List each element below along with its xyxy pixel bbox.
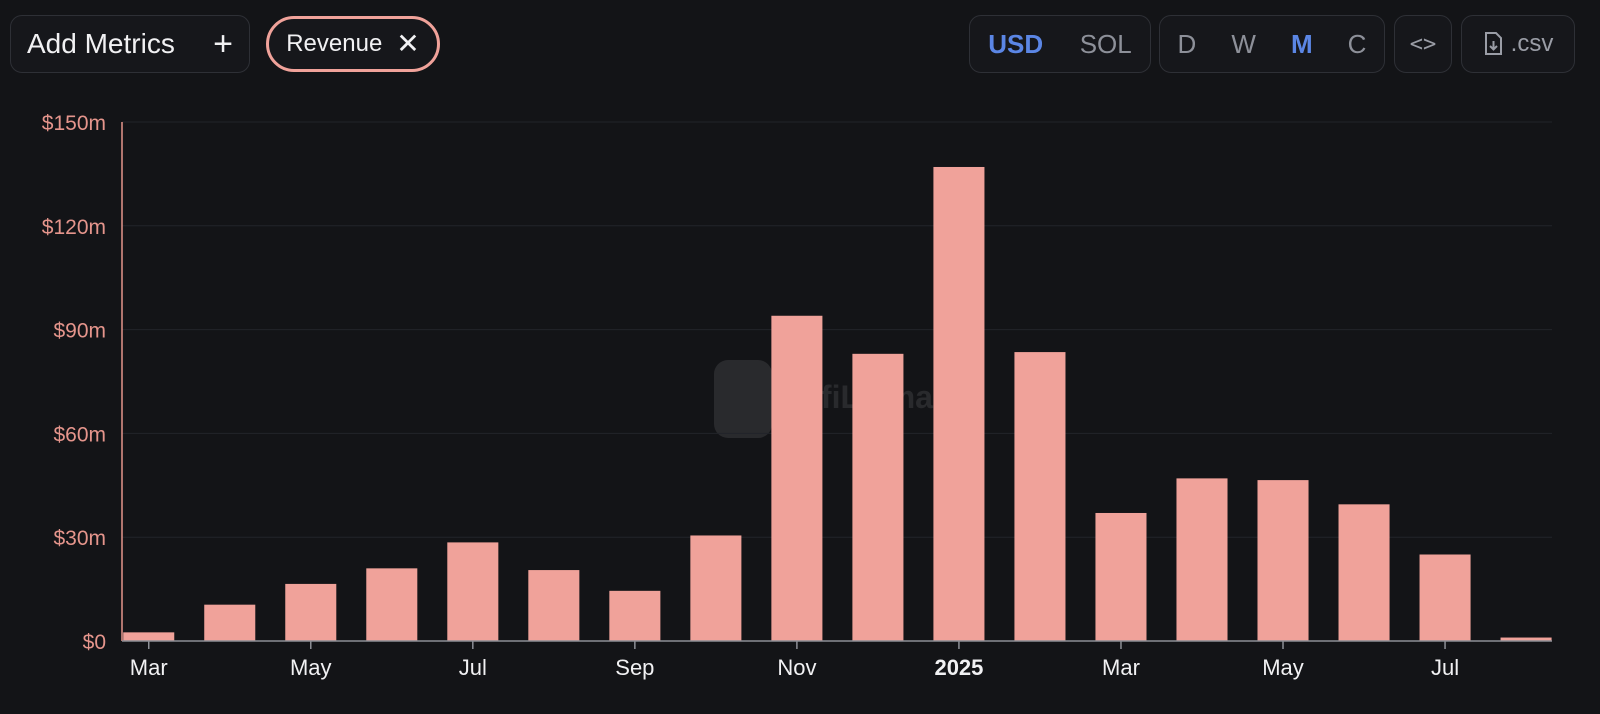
- x-tick-label: Nov: [777, 655, 816, 680]
- period-toggle: D W M C: [1159, 15, 1385, 73]
- bar[interactable]: [1419, 554, 1471, 642]
- bar[interactable]: [690, 535, 742, 641]
- bar[interactable]: [1014, 352, 1066, 641]
- y-tick-label: $90m: [53, 320, 106, 343]
- period-option-day[interactable]: D: [1177, 28, 1197, 59]
- x-tick-label: Mar: [130, 655, 168, 680]
- period-option-cumulative[interactable]: C: [1347, 28, 1367, 59]
- csv-label: .csv: [1510, 30, 1554, 57]
- y-axis-labels: $0 $30m $60m $90m $120m $150m: [42, 112, 106, 654]
- metric-chip-label: Revenue: [286, 30, 383, 57]
- code-icon: <>: [1409, 31, 1437, 57]
- currency-toggle: USD SOL: [969, 15, 1151, 73]
- chart-grid: [122, 121, 1552, 538]
- x-tick-label: Jul: [1431, 655, 1459, 680]
- close-icon[interactable]: ✕: [396, 28, 420, 59]
- bar[interactable]: [933, 166, 985, 641]
- x-tick-label: May: [290, 655, 332, 680]
- chart-bars: [123, 166, 1552, 642]
- y-tick-label: $30m: [53, 527, 106, 550]
- revenue-bar-chart: DefiLlama $0$30m$60m$90m$120m$150m MarMa…: [42, 112, 1552, 680]
- currency-option-sol[interactable]: SOL: [1079, 28, 1132, 59]
- y-tick-label: $60m: [53, 423, 106, 446]
- download-file-icon: [1484, 32, 1502, 55]
- bar[interactable]: [771, 315, 823, 641]
- x-tick-label: 2025: [934, 655, 983, 680]
- bar[interactable]: [447, 542, 499, 641]
- bar[interactable]: [1500, 637, 1552, 641]
- bar[interactable]: [366, 568, 418, 641]
- bar[interactable]: [285, 583, 337, 641]
- embed-button[interactable]: <>: [1394, 15, 1452, 73]
- bar[interactable]: [528, 570, 580, 641]
- x-tick-label: May: [1262, 655, 1304, 680]
- currency-option-usd[interactable]: USD: [988, 28, 1044, 59]
- y-tick-label: $0: [83, 631, 106, 654]
- bar[interactable]: [1095, 512, 1147, 641]
- bar[interactable]: [1257, 480, 1309, 641]
- bar[interactable]: [609, 590, 661, 641]
- metric-chip-revenue[interactable]: Revenue ✕: [266, 16, 440, 72]
- chart-axes: [121, 122, 1552, 649]
- x-tick-label: Sep: [615, 655, 654, 680]
- download-csv-button[interactable]: .csv: [1461, 15, 1575, 73]
- x-tick-label: Jul: [459, 655, 487, 680]
- bar[interactable]: [123, 632, 175, 641]
- period-option-week[interactable]: W: [1231, 28, 1256, 59]
- bar[interactable]: [1338, 504, 1390, 641]
- bar[interactable]: [852, 353, 904, 641]
- add-metrics-button[interactable]: Add Metrics +: [10, 15, 250, 73]
- period-option-month[interactable]: M: [1290, 28, 1313, 59]
- y-tick-label: $120m: [42, 216, 106, 239]
- add-metrics-label: Add Metrics: [27, 28, 175, 59]
- x-axis-labels: Mar May Jul Sep Nov 2025 Mar May Jul: [130, 655, 1459, 680]
- y-tick-label: $150m: [42, 112, 106, 135]
- bar[interactable]: [1176, 478, 1228, 641]
- toolbar: Add Metrics + Revenue ✕ USD SOL D W M C …: [0, 0, 1600, 90]
- x-tick-label: Mar: [1102, 655, 1140, 680]
- bar[interactable]: [204, 604, 256, 641]
- plus-icon: +: [213, 25, 233, 63]
